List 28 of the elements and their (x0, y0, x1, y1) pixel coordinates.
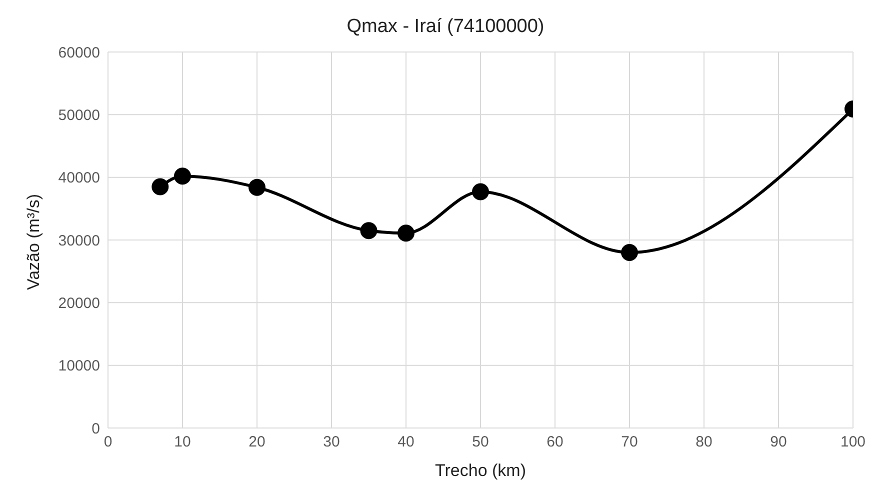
y-tick-label: 50000 (58, 106, 100, 124)
x-tick-label: 70 (621, 434, 638, 451)
x-tick-label: 10 (174, 434, 191, 451)
y-tick-label: 20000 (58, 294, 100, 312)
chart-title: Qmax - Iraí (74100000) (346, 16, 546, 38)
x-tick-label: 20 (248, 434, 266, 451)
x-tick-label: 60 (546, 434, 564, 451)
x-tick-label: 0 (104, 434, 112, 451)
point (472, 183, 489, 200)
y-tick-label: 60000 (58, 44, 100, 62)
point (174, 168, 191, 185)
x-tick-label: 40 (398, 434, 414, 451)
point (398, 224, 414, 242)
y-tick-label: 10000 (58, 358, 100, 375)
y-axis-title: Vazão (m³/s) (24, 194, 44, 290)
point (248, 178, 266, 196)
point (360, 222, 378, 240)
x-tick-label: 100 (840, 434, 866, 451)
y-tick-label: 0 (92, 420, 100, 438)
x-tick-label: 90 (770, 434, 787, 451)
x-tick-label: 30 (323, 434, 340, 451)
point (152, 178, 169, 196)
y-tick-label: 30000 (58, 232, 100, 250)
point (621, 244, 638, 262)
y-tick-label: 40000 (58, 170, 100, 187)
x-axis-title: Trecho (km) (435, 461, 526, 480)
x-tick-label: 50 (472, 434, 489, 451)
x-tick-label: 80 (696, 434, 712, 451)
